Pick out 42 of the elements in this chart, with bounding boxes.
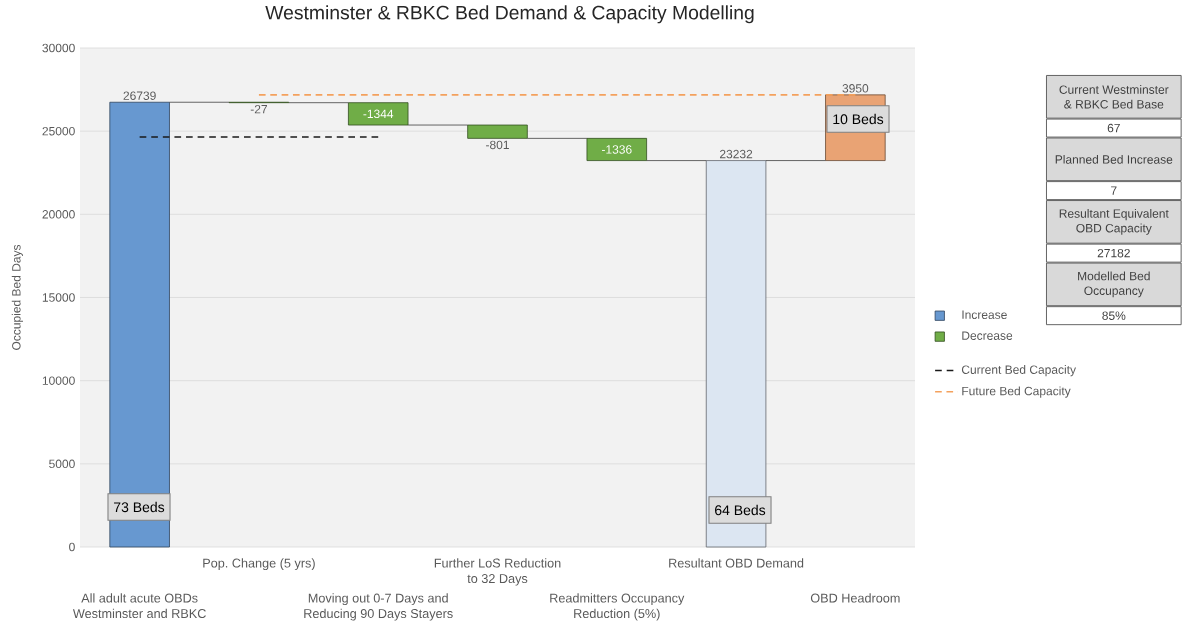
x-tick-label: Readmitters Occupancy Reduction (5%) (550, 593, 685, 621)
x-tick-label: All adult acute OBDs Westminster and RBKC (72, 593, 206, 619)
chart-title: Westminster & RBKC Bed Demand & Capacity Modelling (265, 5, 754, 24)
legend-label: Increase (962, 310, 1007, 319)
text: 7 (1111, 186, 1117, 195)
bar (467, 124, 528, 139)
y-tick-label: 20000 (42, 210, 75, 219)
data-label: 3950 (842, 84, 869, 93)
text: 85% (1102, 311, 1126, 320)
y-axis-title: Occupied Bed Days (11, 244, 23, 350)
y-tick-label: 15000 (42, 293, 75, 302)
data-label: 23232 (720, 149, 753, 159)
legend-label: Future Bed Capacity (962, 386, 1071, 398)
text: 27182 (1097, 248, 1130, 258)
y-tick-label: 10000 (42, 376, 75, 385)
legend-label: Decrease (962, 331, 1013, 340)
bar (109, 101, 170, 548)
data-label: -801 (486, 140, 509, 150)
x-tick-label: Resultant OBD Demand (669, 558, 804, 568)
data-label: -1336 (601, 145, 632, 154)
text: Current Westminster & RBKC Bed Base (1059, 85, 1169, 109)
text: Modelled Bed Occupancy (1078, 271, 1150, 298)
x-tick-label: Pop. Change (5 yrs) (203, 558, 315, 571)
data-label: -1344 (363, 109, 394, 119)
y-tick-label: 5000 (49, 459, 75, 469)
annotation: 64 Beds (715, 504, 766, 516)
annotation: 73 Beds (114, 501, 165, 513)
text: Resultant Equivalent OBD Capacity (1059, 208, 1169, 235)
text: Planned Bed Increase (1055, 154, 1173, 164)
x-tick-label: Further LoS Reduction to 32 Days (434, 558, 561, 586)
text: 67 (1107, 123, 1120, 133)
data-label: -27 (250, 104, 267, 114)
x-tick-label: Moving out 0-7 Days and Reducing 90 Days Stayers (304, 593, 453, 621)
annotation: 10 Beds (833, 113, 884, 125)
y-tick-label: 30000 (42, 43, 75, 53)
y-tick-label: 25000 (42, 126, 75, 136)
y-tick-label: 0 (69, 542, 75, 552)
bar (586, 137, 648, 161)
x-tick-label: OBD Headroom (810, 593, 900, 603)
data-label: 26739 (123, 91, 156, 100)
legend-label: Current Bed Capacity (961, 365, 1077, 377)
bar (348, 102, 409, 126)
